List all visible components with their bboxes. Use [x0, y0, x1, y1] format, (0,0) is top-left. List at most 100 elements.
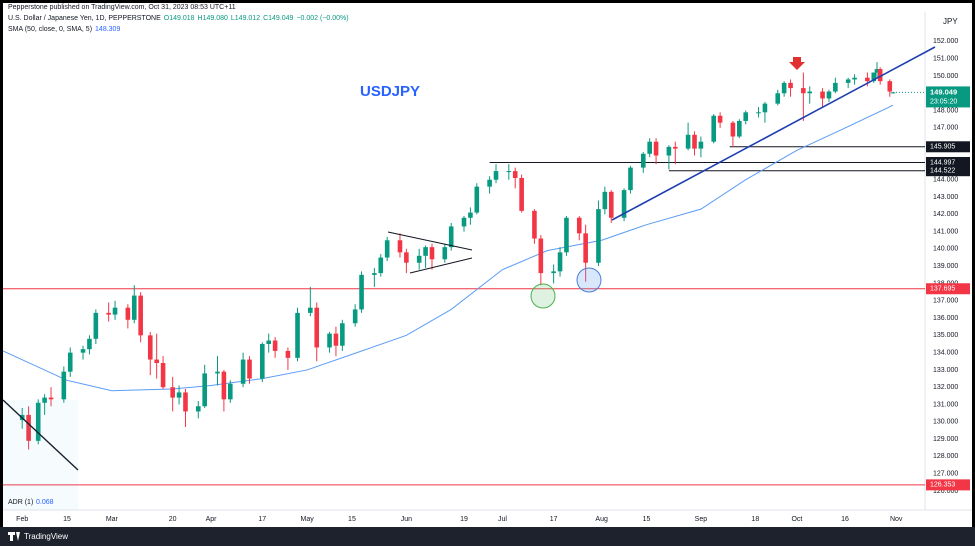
shade: [3, 400, 78, 510]
candle-body: [215, 371, 220, 374]
x-tick-label: 17: [550, 516, 558, 523]
level-label: 145.905: [930, 144, 955, 151]
candle-body: [621, 190, 627, 218]
candle-body: [640, 153, 646, 168]
arrow-marker: [789, 57, 805, 70]
candle-body: [183, 392, 188, 412]
candle-body: [397, 240, 403, 253]
candle-body: [653, 141, 659, 156]
candle-body: [596, 209, 601, 263]
y-tick-label: 131.000: [933, 401, 958, 408]
x-tick-label: 18: [751, 516, 759, 523]
candle-body: [227, 383, 233, 400]
y-tick-label: 134.000: [933, 349, 958, 356]
y-tick-label: 152.000: [933, 38, 958, 45]
candle-body: [404, 252, 409, 263]
candle-body: [42, 397, 47, 403]
y-tick-label: 132.000: [933, 384, 958, 391]
x-tick-label: 19: [460, 516, 468, 523]
candle-body: [487, 179, 492, 187]
y-tick-label: 126.000: [933, 488, 958, 495]
candle-body: [195, 406, 201, 412]
candle-body: [685, 134, 691, 149]
candle-body: [416, 255, 422, 263]
level-badge: [926, 165, 970, 177]
candle-body: [583, 233, 588, 263]
level-badge: [926, 156, 970, 168]
ohlc-low: L149.012: [230, 15, 261, 22]
candle-body: [852, 77, 857, 80]
y-tick-label: 135.000: [933, 332, 958, 339]
symbol: U.S. Dollar / Japanese Yen, 1D, PEPPERST…: [8, 15, 161, 22]
candle-body: [372, 273, 377, 275]
candle-body: [711, 115, 717, 142]
level-badge: [926, 479, 970, 491]
candle-body: [845, 79, 851, 83]
candle-body: [295, 312, 300, 358]
candle-body: [340, 323, 345, 346]
candle-body: [112, 307, 118, 315]
candle-body: [788, 82, 793, 89]
price-label: 149.049: [930, 87, 957, 96]
ohlc-high: H149.080: [197, 15, 228, 22]
x-tick-label: Sep: [695, 516, 708, 523]
candle-body: [131, 295, 137, 320]
x-tick-label: 16: [841, 516, 849, 523]
y-tick-label: 128.000: [933, 453, 958, 460]
level-badge: [926, 283, 970, 295]
candle-body: [378, 257, 384, 274]
triangle-line: [409, 257, 473, 274]
y-tick-label: 129.000: [933, 436, 958, 443]
y-tick-label: 137.000: [933, 298, 958, 305]
x-tick-label: Jul: [498, 516, 507, 523]
candle-body: [871, 72, 877, 82]
candle-body: [551, 271, 556, 274]
y-tick-label: 147.000: [933, 125, 958, 132]
candle-body: [106, 312, 111, 315]
header: Pepperstone published on TradingView.com…: [8, 2, 352, 35]
candle-body: [384, 240, 390, 258]
candle-body: [538, 238, 544, 274]
level-label: 137.695: [930, 286, 955, 293]
level-label: 126.353: [930, 482, 955, 489]
countdown-label: 23:05:20: [930, 98, 957, 105]
x-tick-label: 15: [348, 516, 356, 523]
x-tick-label: Mar: [106, 516, 119, 523]
candle-body: [352, 309, 358, 324]
candle-body: [532, 210, 537, 239]
candle-body: [666, 146, 672, 156]
candle-body: [737, 120, 742, 137]
level-badge: [926, 141, 970, 153]
candle-body: [628, 167, 633, 191]
logo: [8, 532, 20, 541]
ohlc-close: C149.049: [263, 15, 294, 22]
x-tick-label: 17: [258, 516, 266, 523]
candle-body: [240, 359, 246, 384]
x-tick-label: 15: [63, 516, 71, 523]
candle-body: [756, 112, 761, 114]
candle-body: [698, 141, 704, 149]
candle-body: [93, 312, 99, 339]
candle-body: [80, 349, 86, 353]
candle-body: [170, 387, 175, 398]
candle-body: [826, 91, 832, 99]
sma-name: SMA (50, close, 0, SMA, 5): [8, 26, 93, 33]
trend-line: [2, 399, 79, 471]
y-tick-label: 143.000: [933, 194, 958, 201]
y-tick-label: 150.000: [933, 73, 958, 80]
candle-body: [865, 77, 870, 82]
candle-body: [359, 274, 364, 310]
candle-body: [762, 103, 768, 113]
x-tick-label: 15: [643, 516, 651, 523]
candle-body: [327, 333, 332, 348]
candle-body: [423, 247, 428, 256]
y-tick-label: 151.000: [933, 56, 958, 63]
candle-body: [125, 307, 131, 320]
candle-body: [576, 217, 582, 234]
candle-body: [314, 307, 320, 348]
symbol-line: U.S. Dollar / Japanese Yen, 1D, PEPPERST…: [8, 13, 352, 24]
trend-line: [611, 46, 936, 221]
chart-title: USDJPY: [360, 83, 420, 100]
